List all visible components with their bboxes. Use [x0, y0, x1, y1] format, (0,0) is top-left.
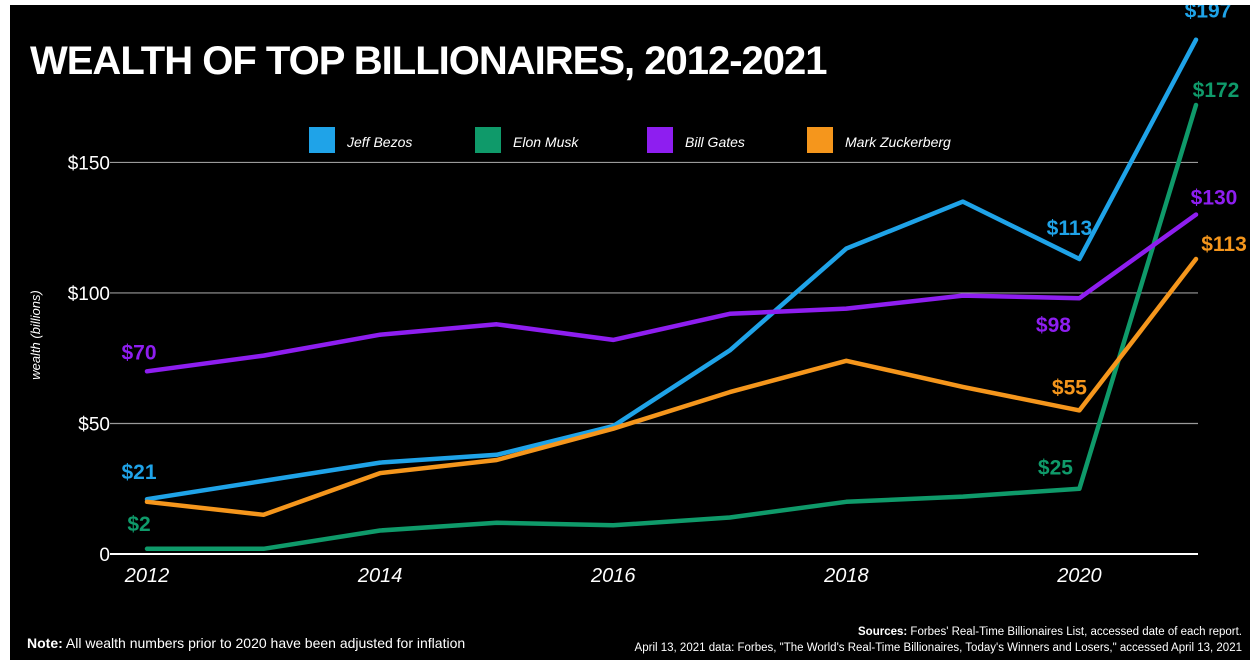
sources-line-1: Sources: Forbes' Real-Time Billionaires … [635, 624, 1242, 640]
legend-label: Bill Gates [685, 134, 745, 150]
gridlines [110, 161, 1198, 425]
data-label: $21 [121, 461, 156, 484]
legend-label: Mark Zuckerberg [845, 134, 951, 150]
y-tick-label: $150 [68, 153, 110, 174]
y-tick-label: 0 [99, 545, 110, 566]
series-line-bill-gates [144, 212, 1199, 374]
legend-item: Bill Gates [647, 127, 745, 153]
note-text: All wealth numbers prior to 2020 have be… [62, 635, 466, 651]
legend-item: Jeff Bezos [309, 127, 412, 153]
legend-swatch [647, 127, 673, 153]
y-axis-label: wealth (billions) [28, 290, 43, 380]
legend-swatch [309, 127, 335, 153]
data-label: $172 [1193, 79, 1240, 102]
data-label: $70 [121, 341, 156, 364]
series-line-jeff-bezos [144, 37, 1199, 502]
series-lines [144, 37, 1199, 552]
x-tick-label: 2014 [357, 565, 403, 587]
x-tick-label: 2018 [823, 565, 869, 587]
legend-label: Jeff Bezos [346, 134, 412, 150]
legend-item: Elon Musk [475, 127, 579, 153]
footer-sources: Sources: Forbes' Real-Time Billionaires … [635, 624, 1242, 656]
data-label: $197 [1185, 5, 1232, 23]
sources-text: Forbes' Real-Time Billionaires List, acc… [907, 626, 1242, 638]
legend-item: Mark Zuckerberg [807, 127, 951, 153]
sources-line-2: April 13, 2021 data: Forbes, "The World'… [634, 642, 1242, 654]
data-labels: $21 $113 $197 $2 $25 $172 $70 $98 $130 $55 $113 [121, 5, 1246, 536]
x-tick-label: 2020 [1056, 565, 1102, 587]
y-tick-label: $50 [78, 414, 110, 435]
data-label: $113 [1201, 233, 1247, 256]
data-label: $113 [1047, 217, 1093, 240]
legend-label: Elon Musk [513, 134, 579, 150]
chart-title: WEALTH OF TOP BILLIONAIRES, 2012-2021 [30, 39, 828, 83]
legend: Jeff Bezos Elon Musk Bill Gates Mark Zucker… [309, 127, 951, 153]
chart-frame: WEALTH OF TOP BILLIONAIRES, 2012-2021 0 $… [10, 5, 1250, 660]
data-label: $98 [1036, 314, 1071, 337]
y-tick-label: $100 [68, 284, 110, 305]
legend-swatch [807, 127, 833, 153]
footer-note: Note: All wealth numbers prior to 2020 h… [27, 635, 465, 651]
line-chart: 0 $50 $100 $150 2012 2014 2016 2018 2020 wealth (… [28, 5, 1247, 587]
series-line-elon-musk [144, 102, 1199, 552]
x-tick-label: 2012 [124, 565, 170, 587]
axes: 0 $50 $100 $150 2012 2014 2016 2018 2020 wealth (… [28, 153, 1198, 587]
x-tick-label: 2016 [590, 565, 636, 587]
sources-label: Sources: [858, 626, 908, 638]
series-line-mark-zuckerberg [144, 256, 1199, 518]
data-label: $25 [1038, 457, 1073, 480]
data-label: $55 [1052, 376, 1087, 399]
legend-swatch [475, 127, 501, 153]
data-label: $2 [127, 513, 150, 536]
note-label: Note: [27, 635, 63, 651]
data-label: $130 [1191, 187, 1238, 210]
